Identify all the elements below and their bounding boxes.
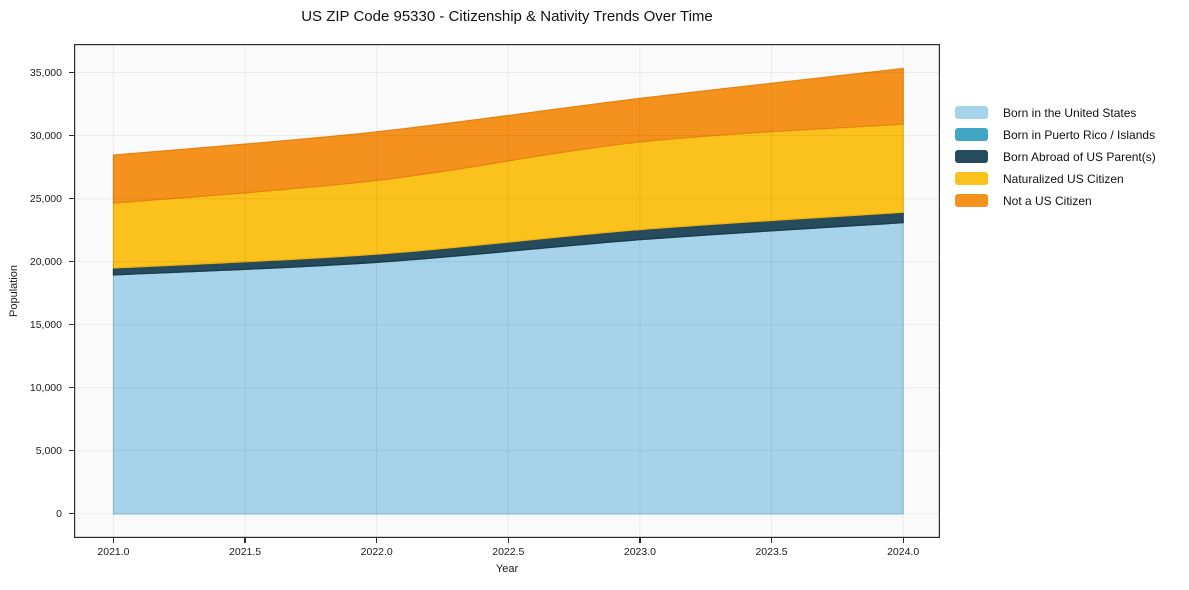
x-tick-mark xyxy=(112,538,115,543)
legend-label: Naturalized US Citizen xyxy=(1003,171,1124,186)
legend-label: Not a US Citizen xyxy=(1003,193,1092,208)
legend-swatch xyxy=(955,150,988,163)
legend-item: Born in the United States xyxy=(955,105,1156,120)
plot-border xyxy=(74,44,940,538)
y-tick-label: 10,000 xyxy=(29,381,62,394)
legend-item: Not a US Citizen xyxy=(955,193,1156,208)
stacked-area-svg xyxy=(74,44,940,538)
x-axis-title: Year xyxy=(495,563,519,575)
x-tick-label: 2023.0 xyxy=(623,546,656,558)
x-tick-label: 2021.5 xyxy=(229,546,262,558)
gridlines xyxy=(74,44,940,538)
legend-swatch xyxy=(955,106,988,119)
x-tick-label: 2022.0 xyxy=(360,546,393,558)
x-tick-mark xyxy=(244,538,246,543)
legend-swatch xyxy=(955,128,988,141)
legend-item: Born in Puerto Rico / Islands xyxy=(955,127,1156,142)
plot-area xyxy=(74,44,940,538)
y-tick-label: 30,000 xyxy=(29,129,62,142)
x-tick-mark xyxy=(639,538,641,543)
legend-item: Naturalized US Citizen xyxy=(955,171,1156,186)
legend-swatch xyxy=(955,172,988,185)
x-tick-mark xyxy=(770,538,773,543)
y-tick-label: 5,000 xyxy=(35,444,62,457)
x-tick-mark xyxy=(902,538,904,543)
legend-item: Born Abroad of US Parent(s) xyxy=(955,149,1156,164)
area-band-not-a-us-citizen xyxy=(112,67,904,204)
legend-label: Born in the United States xyxy=(1003,105,1137,120)
x-tick-mark xyxy=(507,538,509,543)
legend: Born in the United States Born in Puerto … xyxy=(951,104,1160,209)
legend-label: Born Abroad of US Parent(s) xyxy=(1003,149,1156,164)
x-tick-label: 2024.0 xyxy=(887,546,920,558)
chart-title: US ZIP Code 95330 - Citizenship & Nativi… xyxy=(301,8,713,25)
x-tick-mark xyxy=(376,538,378,543)
y-tick-label: 25,000 xyxy=(29,192,62,205)
x-tick-label: 2023.5 xyxy=(755,546,788,558)
y-tick-label: 0 xyxy=(56,507,62,520)
legend-swatch xyxy=(955,194,988,207)
y-tick-label: 35,000 xyxy=(29,66,62,79)
legend-label: Born in Puerto Rico / Islands xyxy=(1003,127,1156,142)
x-tick-label: 2022.5 xyxy=(492,546,525,558)
x-tick-label: 2021.0 xyxy=(97,546,130,558)
y-axis-title: Population xyxy=(8,265,20,317)
y-tick-label: 15,000 xyxy=(29,318,62,331)
